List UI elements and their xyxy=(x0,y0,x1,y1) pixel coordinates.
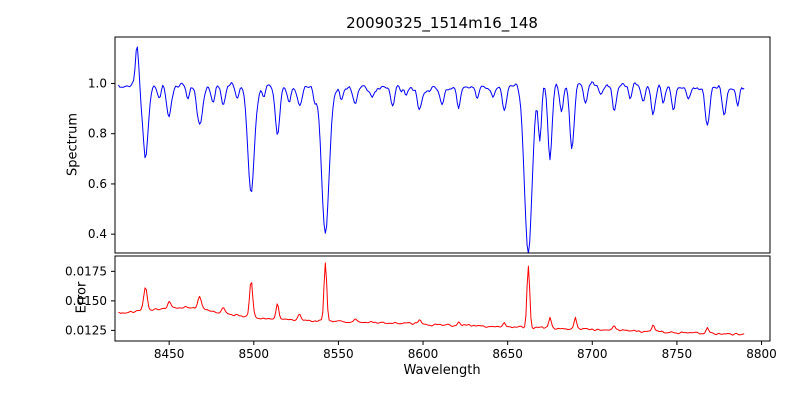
tick-label: 8800 xyxy=(746,347,777,361)
error-line xyxy=(118,262,745,336)
tick-label: 0.0175 xyxy=(65,264,107,278)
spectrum-line xyxy=(117,46,745,253)
tick-label: 8500 xyxy=(239,347,270,361)
tick-label: 0.4 xyxy=(88,227,107,241)
tick-label: 0.6 xyxy=(88,177,107,191)
tick-label: 8700 xyxy=(577,347,608,361)
tick-label: 8650 xyxy=(492,347,523,361)
tick-label: 0.8 xyxy=(88,127,107,141)
tick-label: 1.0 xyxy=(88,76,107,90)
tick-label: 0.0125 xyxy=(65,323,107,337)
error-axes xyxy=(114,255,771,342)
tick-label: 8600 xyxy=(408,347,439,361)
tick-label: 8750 xyxy=(662,347,693,361)
tick-label: 0.0150 xyxy=(65,294,107,308)
tick-label: 8550 xyxy=(323,347,354,361)
tick-label: 8450 xyxy=(154,347,185,361)
chart-title: 20090325_1514m16_148 xyxy=(346,14,538,32)
spectrum-axes xyxy=(114,36,771,254)
x-axis-label: Wavelength xyxy=(403,363,481,378)
